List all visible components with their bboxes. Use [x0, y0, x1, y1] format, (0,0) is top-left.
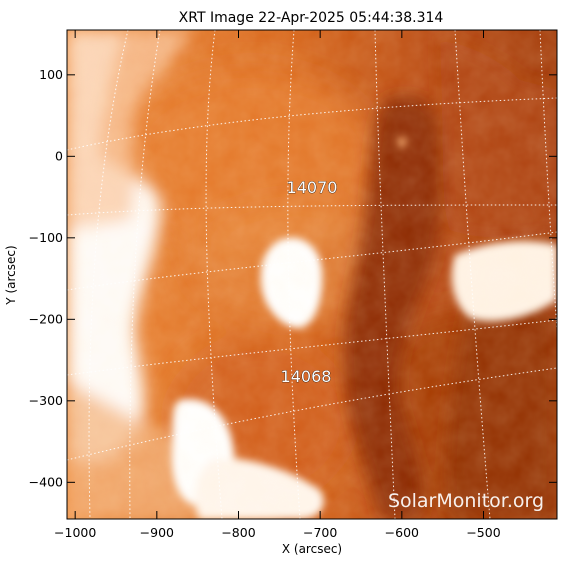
region-label-14068: 14068: [281, 367, 332, 386]
watermark: SolarMonitor.org: [388, 490, 544, 512]
y-axis: 100 0 −100 −200 −300 −400: [29, 67, 557, 489]
solar-image: 14070 14068 SolarMonitor.org: [67, 30, 557, 519]
x-tick-label: −900: [140, 525, 174, 540]
region-label-14070: 14070: [287, 178, 338, 197]
x-tick-label: −600: [385, 525, 419, 540]
y-tick-label: 0: [55, 148, 63, 163]
x-tick-label: −700: [303, 525, 337, 540]
y-axis-label: Y (arcsec): [4, 245, 18, 305]
y-tick-label: −400: [29, 474, 63, 489]
x-axis: −1000 −900 −800 −700 −600 −500: [54, 30, 501, 540]
y-tick-label: −100: [29, 230, 63, 245]
x-tick-label: −1000: [54, 525, 96, 540]
x-tick-label: −800: [221, 525, 255, 540]
y-tick-label: −300: [29, 393, 63, 408]
plot-frame: [66, 29, 558, 520]
heliographic-grid: [67, 30, 557, 519]
x-axis-label: X (arcsec): [282, 542, 342, 556]
y-tick-label: 100: [39, 67, 63, 82]
figure-title: XRT Image 22-Apr-2025 05:44:38.314: [179, 10, 444, 26]
y-tick-label: −200: [29, 311, 63, 326]
x-tick-label: −500: [466, 525, 500, 540]
